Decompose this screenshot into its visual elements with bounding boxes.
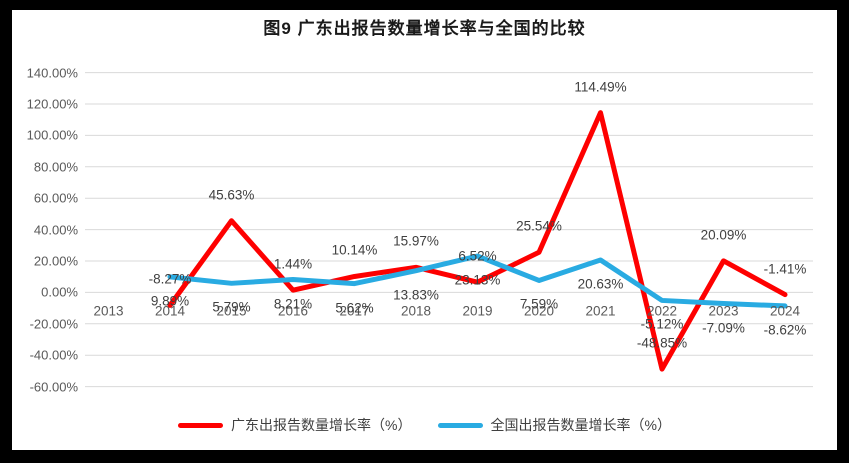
y-axis-tick-label: 140.00% [26,65,78,81]
data-label-national-2019: 23.13% [454,272,501,288]
data-label-guangdong-2020: 25.54% [516,218,562,234]
data-label-guangdong-2021: 114.49% [574,79,627,95]
data-label-guangdong-2016: 1.44% [273,256,313,272]
data-label-national-2016: 8.21% [273,296,313,311]
data-label-guangdong-2015: 45.63% [208,187,255,203]
data-label-guangdong-2018: 15.97% [393,233,439,249]
data-label-guangdong-2022: -48.85% [636,335,688,351]
data-label-national-2017: 5.62% [335,300,374,316]
x-axis-tick-label: 2020 [523,303,555,319]
guangdong-series-line [167,110,788,372]
data-label-national-2020: 7.59% [519,296,559,312]
y-axis-tick-label: 100.00% [26,127,78,143]
y-axis-tick-label: 120.00% [26,96,78,112]
y-axis-tick-label: 20.00% [33,253,78,269]
data-label-national-2018: 13.83% [393,287,439,303]
y-axis-tick-label: -40.00% [29,347,78,363]
data-label-guangdong-2017: 10.14% [331,242,378,258]
data-label-national-2022: -5.12% [640,316,684,332]
x-axis-tick-label: 2023 [708,303,739,319]
x-axis-tick-label: 2015 [216,303,247,319]
legend-swatch-red-line [178,422,224,428]
x-axis-tick-label: 2021 [585,303,616,319]
x-axis-tick-label: 2022 [646,303,678,319]
y-axis-tick-label: 40.00% [33,222,78,238]
data-label-national-2024: -8.62% [763,322,807,338]
x-axis-tick-label: 2014 [154,303,186,319]
legend-label-national: 全国出报告数量增长率（%） [490,417,671,433]
x-axis-tick-label: 2018 [400,303,432,319]
x-axis-tick-label: 2019 [462,303,493,319]
legend: 广东出报告数量增长率（%） 全国出报告数量增长率（%） [12,415,837,435]
data-label-guangdong-2024: -1.41% [763,261,807,277]
y-axis-tick-label: 60.00% [33,190,78,206]
data-label-national-2023: -7.09% [702,320,745,336]
x-axis-tick-label: 2016 [277,303,309,319]
legend-item-national: 全国出报告数量增长率（%） [437,415,671,435]
legend-swatch-blue-line [437,422,483,428]
chart-title: 图9 广东出报告数量增长率与全国的比较 [263,19,586,38]
y-axis-tick-label: 80.00% [33,159,78,175]
legend-label-guangdong: 广东出报告数量增长率（%） [231,417,412,433]
x-axis-tick-label: 2013 [93,303,124,319]
y-axis-tick-label: 0.00% [41,284,78,300]
data-label-guangdong-2014: -8.27% [148,271,192,287]
y-axis-tick-label: -20.00% [29,316,78,332]
x-axis-tick-label: 2017 [339,303,370,319]
data-label-national-2014: 9.89% [150,293,190,309]
x-axis-tick-label: 2024 [769,303,801,319]
data-label-guangdong-2023: 20.09% [700,227,747,243]
data-label-national-2021: 20.63% [577,276,624,292]
legend-item-guangdong: 广东出报告数量增长率（%） [178,415,412,435]
data-label-national-2015: 5.79% [212,299,251,315]
data-label-guangdong-2019: 6.52% [458,248,497,264]
y-axis-tick-label: -60.00% [29,379,78,395]
national-series-line [167,253,788,309]
